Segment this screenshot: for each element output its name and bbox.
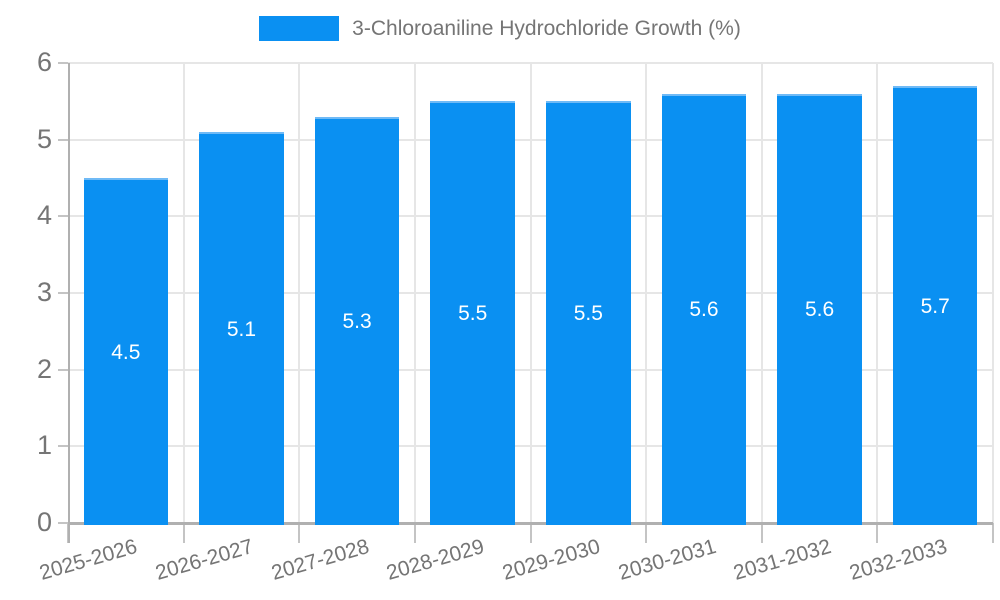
x-gridline (413, 63, 416, 523)
x-axis-tick (992, 523, 994, 543)
x-tick-label: 2031-2032 (731, 535, 834, 585)
y-axis-tick (58, 62, 68, 64)
bar[interactable]: 5.5 (546, 101, 631, 525)
x-tick-label: 2032-2033 (846, 535, 950, 585)
x-axis-tick (760, 523, 763, 543)
bar[interactable]: 5.1 (199, 132, 284, 525)
y-axis-tick (58, 138, 68, 141)
bar-value-label: 5.5 (458, 302, 488, 326)
bar[interactable]: 4.5 (83, 178, 169, 525)
bar[interactable]: 5.7 (892, 86, 978, 525)
y-tick-label: 6 (36, 46, 52, 77)
bar-value-label: 5.6 (804, 298, 835, 322)
y-axis-tick (58, 522, 68, 524)
x-tick-label: 2027-2028 (268, 535, 372, 585)
y-tick-label: 2 (36, 353, 52, 384)
y-tick-label: 1 (36, 430, 52, 461)
x-axis-line (68, 522, 993, 525)
x-axis-tick (529, 523, 532, 543)
x-gridline (298, 63, 301, 523)
bar-value-label: 5.3 (342, 309, 372, 333)
x-axis-tick (298, 523, 301, 543)
y-tick-label: 4 (36, 200, 52, 231)
bar-value-label: 4.5 (111, 340, 141, 364)
x-gridline (760, 63, 763, 523)
x-axis-tick (182, 523, 185, 543)
bar[interactable]: 5.3 (314, 116, 400, 525)
x-gridline (182, 63, 185, 523)
bar[interactable]: 5.5 (430, 101, 515, 525)
y-axis-tick (58, 215, 68, 218)
x-tick-label: 2028-2029 (384, 535, 488, 585)
x-tick-label: 2029-2030 (499, 535, 603, 585)
x-tick-label: 2030-2031 (615, 535, 719, 585)
y-tick-label: 3 (36, 276, 52, 307)
x-gridline (645, 63, 648, 523)
bar-value-label: 5.7 (920, 294, 950, 318)
x-axis-tick (876, 523, 879, 543)
y-tick-label: 5 (36, 123, 52, 154)
bar-value-label: 5.5 (573, 302, 603, 326)
bar-value-label: 5.6 (689, 298, 719, 322)
y-axis-tick (58, 292, 68, 294)
x-axis-tick (413, 523, 416, 543)
chart-legend[interactable]: 3-Chloroaniline Hydrochloride Growth (%) (0, 16, 1000, 41)
legend-label: 3-Chloroaniline Hydrochloride Growth (%) (352, 16, 741, 40)
y-axis-line (68, 63, 70, 543)
bar[interactable]: 5.6 (777, 93, 862, 525)
bar[interactable]: 5.6 (661, 93, 747, 525)
x-gridline (876, 63, 879, 523)
x-axis-tick (645, 523, 648, 543)
legend-swatch-icon (259, 16, 340, 41)
plot-area: 0 1 2 3 4 5 6 4.5 5.1 5.3 5.5 5.5 5.6 5.6 5.7 2025-2026… (37, 47, 994, 585)
x-gridline (529, 63, 532, 523)
bar-value-label: 5.1 (226, 317, 257, 341)
x-tick-label: 2026-2027 (152, 535, 256, 585)
y-axis-tick (58, 368, 68, 371)
x-tick-label: 2025-2026 (37, 535, 141, 585)
y-tick-label: 0 (36, 506, 52, 537)
x-gridline (992, 63, 994, 523)
y-axis-tick (58, 445, 68, 448)
